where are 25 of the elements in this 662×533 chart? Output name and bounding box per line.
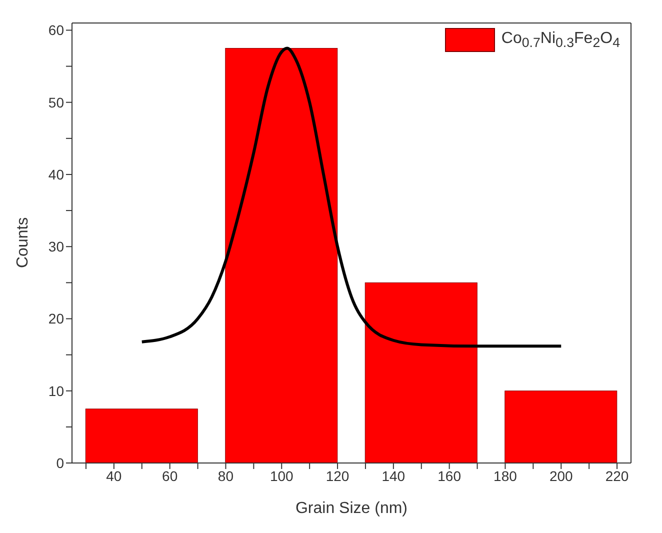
- y-tick-label: 10: [48, 382, 64, 399]
- x-tick-label: 40: [106, 468, 122, 484]
- y-tick-label: 0: [56, 454, 64, 471]
- x-tick-label: 120: [326, 468, 350, 484]
- y-tick-label: 60: [48, 22, 64, 38]
- x-tick-label: 80: [218, 468, 234, 484]
- x-axis-title: Grain Size (nm): [295, 500, 408, 517]
- x-tick-label: 200: [549, 468, 574, 484]
- x-tick-label: 160: [438, 468, 462, 484]
- line-series: [140, 46, 563, 348]
- x-tick-label: 140: [382, 468, 406, 484]
- bar: [85, 408, 198, 463]
- x-tick-label: 220: [605, 468, 629, 484]
- y-tick-label: 50: [48, 94, 64, 110]
- legend-label: Co$_{0.7}$Ni$_{0.3}$Fe$_{2}$O$_{4}$: [501, 30, 620, 50]
- bar: [364, 282, 478, 463]
- bar: [504, 390, 618, 463]
- x-tick-label: 60: [162, 468, 178, 484]
- y-tick-label: 40: [48, 166, 64, 182]
- y-tick-label: 30: [48, 238, 64, 255]
- x-tick-label: 100: [270, 468, 294, 484]
- y-axis-title: Counts: [14, 217, 32, 268]
- bar: [225, 48, 338, 463]
- x-tick-label: 180: [494, 468, 518, 484]
- y-tick-label: 20: [48, 310, 64, 327]
